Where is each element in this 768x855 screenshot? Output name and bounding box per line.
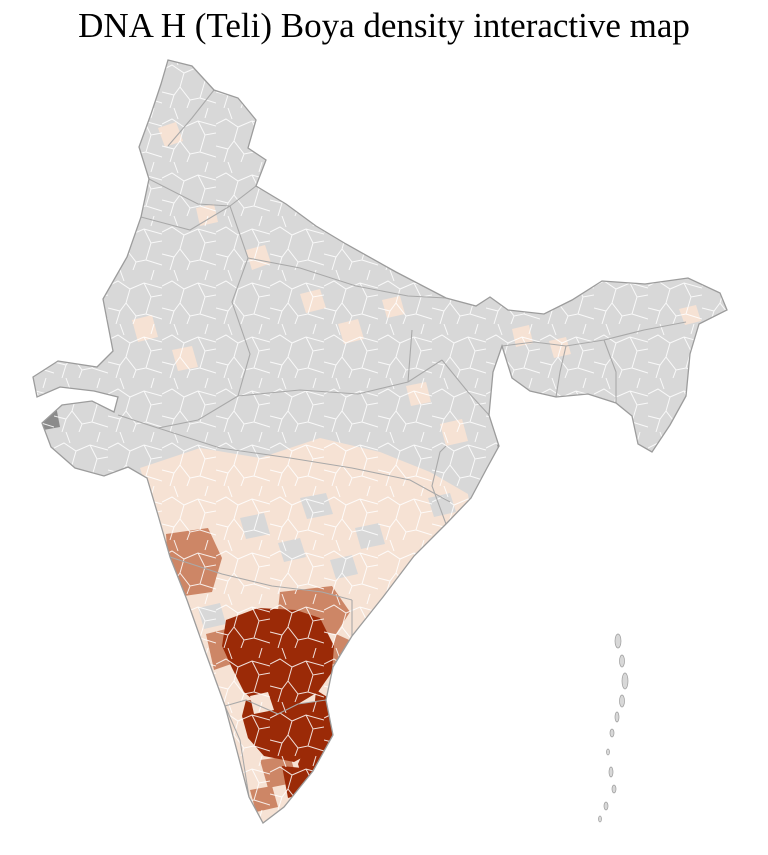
island[interactable] [608, 766, 614, 778]
region-kutch-dark-gray-cell[interactable] [34, 406, 60, 431]
india-landmass[interactable] [33, 60, 727, 823]
island[interactable] [614, 633, 622, 649]
island[interactable] [609, 728, 615, 738]
island[interactable] [619, 654, 625, 668]
island[interactable] [614, 711, 620, 723]
region-punjab-cell[interactable] [196, 204, 218, 226]
island[interactable] [606, 748, 610, 756]
island[interactable] [611, 784, 617, 794]
region-bengal-dark-gray-cell[interactable] [497, 440, 519, 465]
island[interactable] [598, 815, 602, 823]
island[interactable] [621, 672, 629, 690]
map-title: DNA H (Teli) Boya density interactive ma… [78, 6, 690, 45]
island[interactable] [603, 801, 609, 811]
island[interactable] [619, 694, 625, 708]
